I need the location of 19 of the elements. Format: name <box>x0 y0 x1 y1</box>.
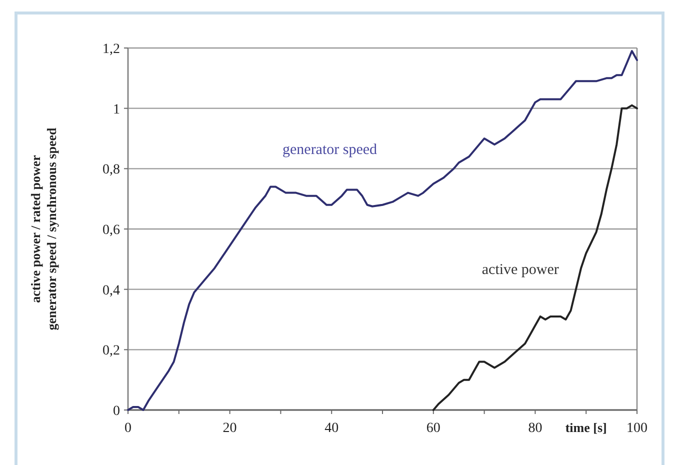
y-tick-label: 0,4 <box>102 283 120 298</box>
x-tick-label: 100 <box>626 421 648 436</box>
line-series <box>432 104 638 411</box>
series-label: generator speed <box>282 142 378 158</box>
x-tick-label: 80 <box>528 421 542 436</box>
y-axis-title: active power / rated power generator speed / synchronous speed <box>28 126 59 330</box>
y-tick-label: 1,2 <box>102 42 120 57</box>
y-tick-label: 0,2 <box>102 344 120 359</box>
y-tick-label: 0,6 <box>102 223 120 238</box>
x-tick-label: 60 <box>426 421 440 436</box>
x-axis-title: time [s] <box>565 420 607 435</box>
line-series <box>127 50 638 411</box>
series-label: active power <box>482 262 559 278</box>
x-tick-label: 0 <box>124 421 132 436</box>
x-tick-label: 40 <box>324 421 339 436</box>
x-tick-label: 20 <box>222 421 237 436</box>
y-tick-label: 0 <box>113 404 120 419</box>
y-tick-label: 0,8 <box>102 162 120 178</box>
y-tick-label: 1 <box>113 102 120 118</box>
